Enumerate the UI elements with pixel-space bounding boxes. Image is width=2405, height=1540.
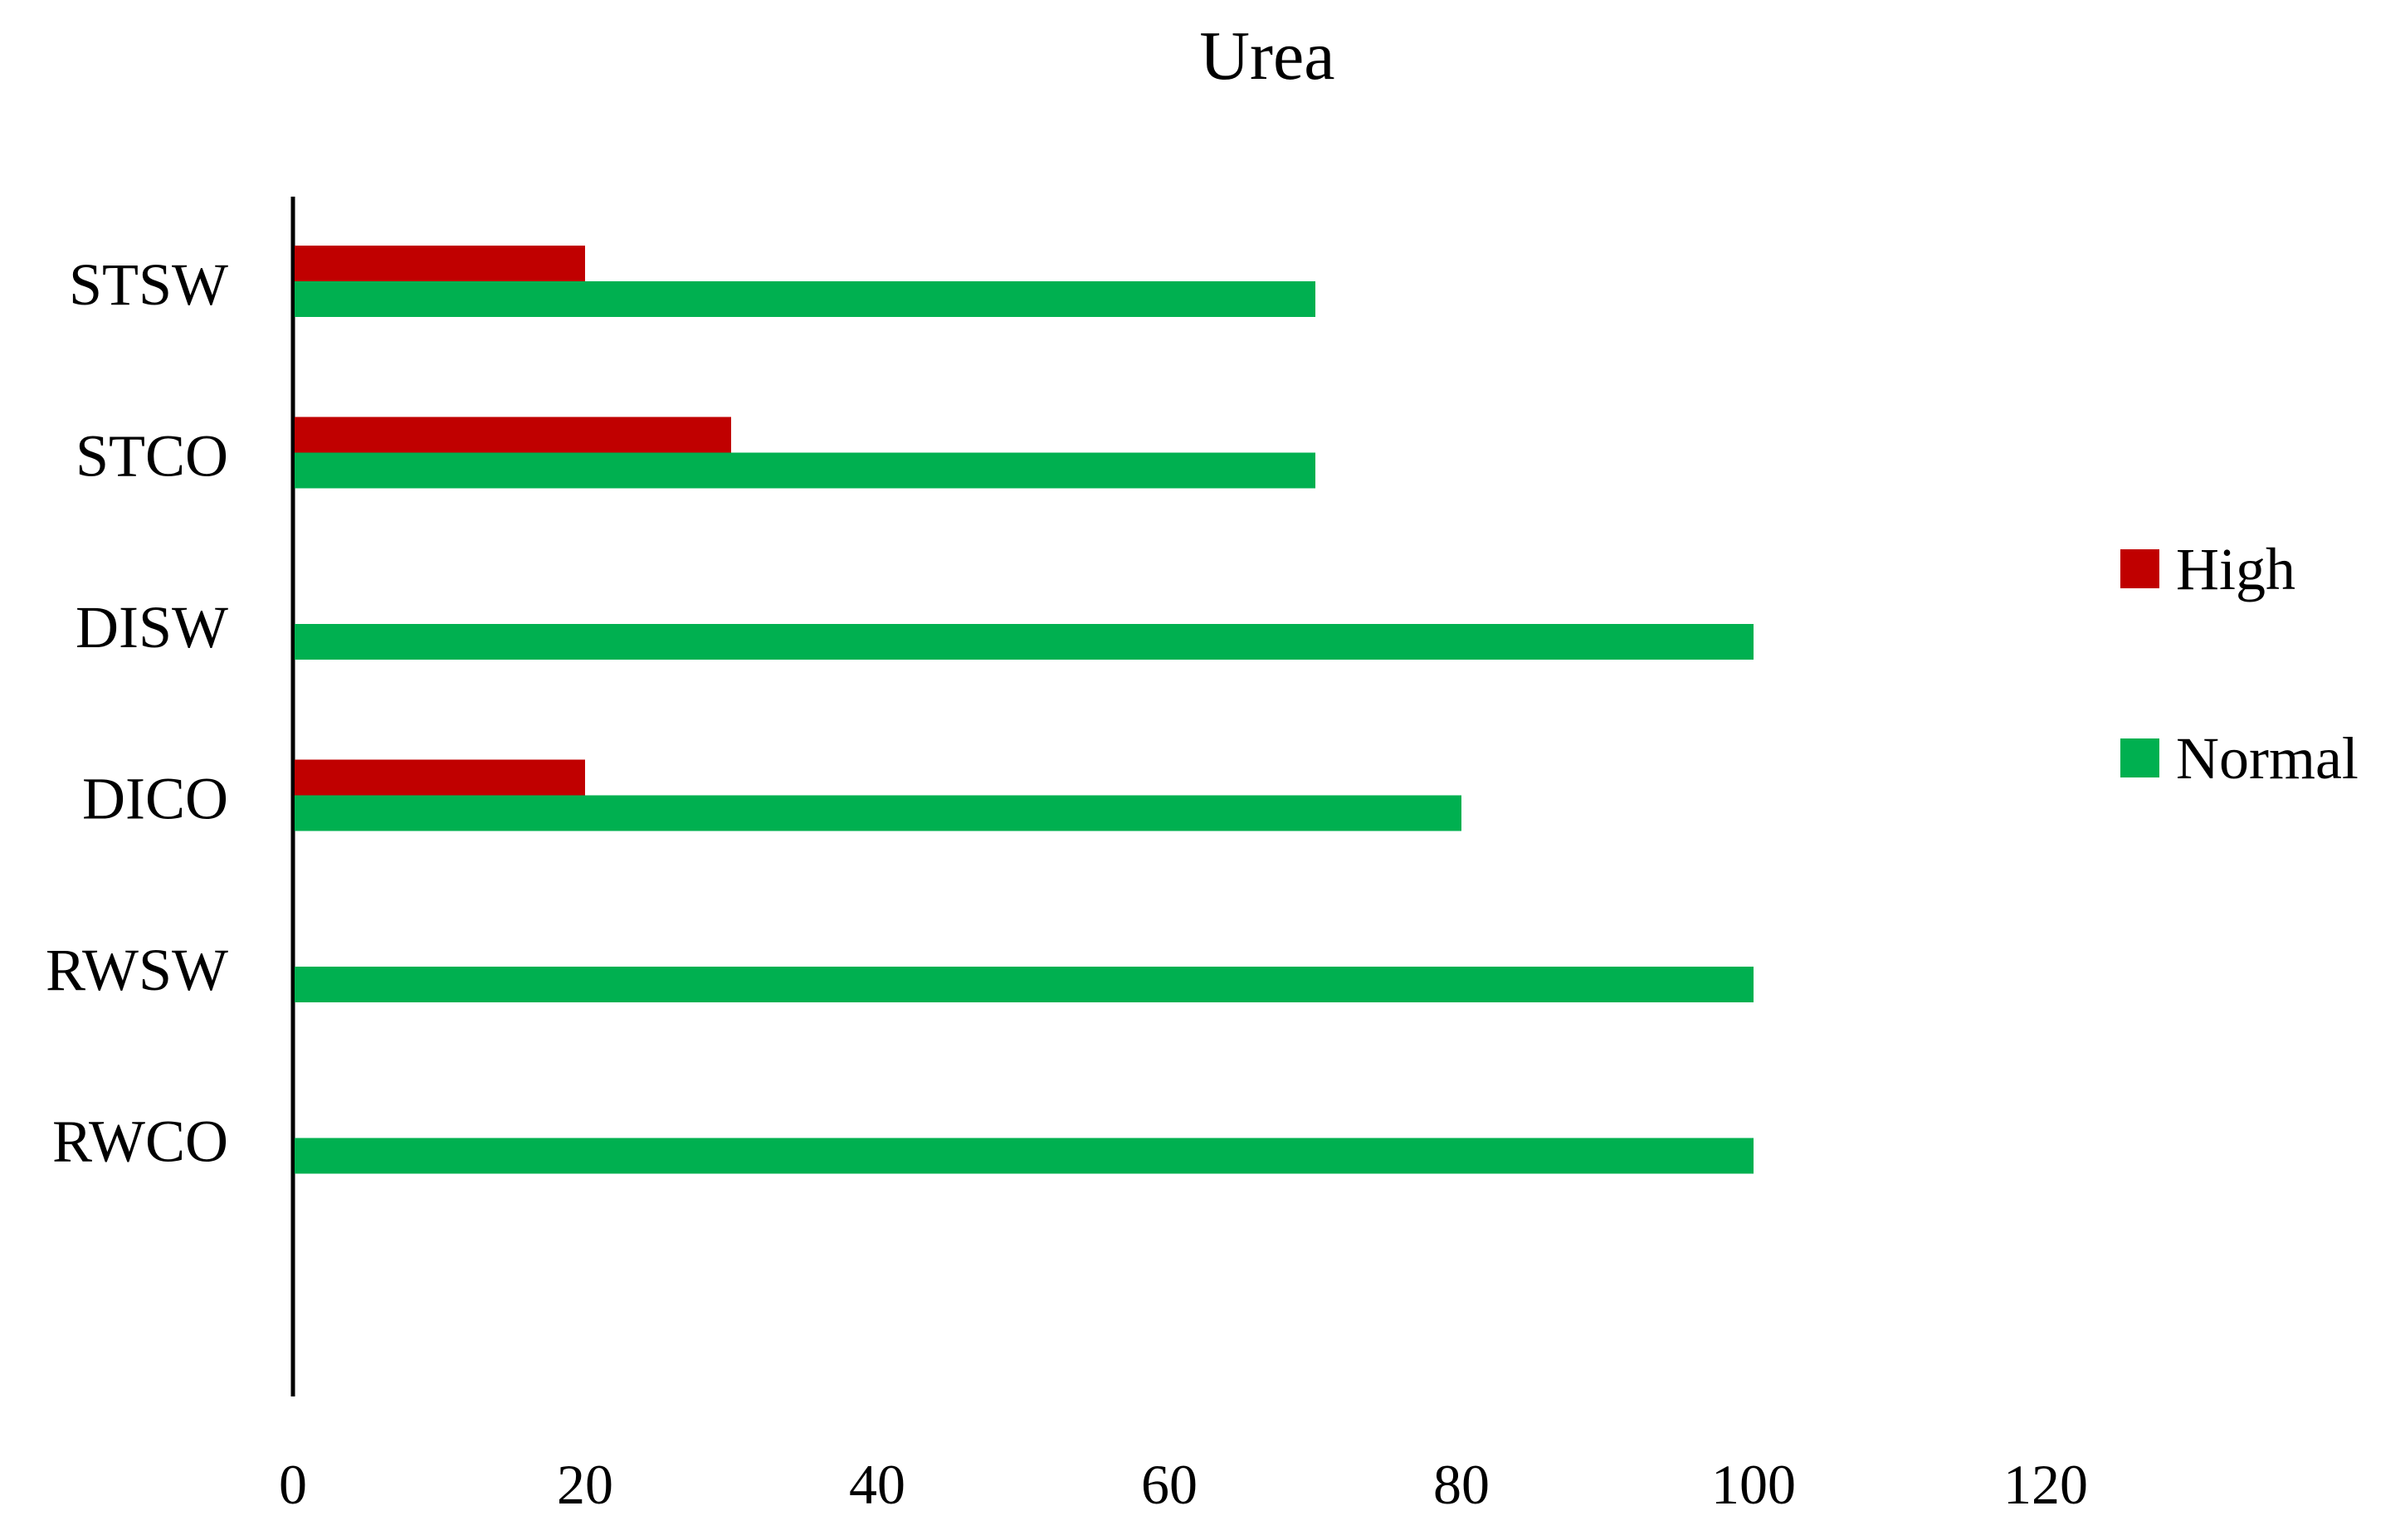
bar-normal-rwsw [295,967,1754,1002]
bar-normal-disw [295,624,1754,660]
bar-normal-stsw [295,281,1315,317]
category-label-dico: DICO [82,766,228,832]
category-label-stco: STCO [76,423,228,490]
bars-layer [295,246,1754,1174]
bar-normal-rwco [295,1138,1754,1174]
legend: High Normal [2120,536,2359,792]
category-label-rwco: RWCO [52,1109,228,1175]
bar-normal-stco [295,452,1315,489]
legend-label-normal: Normal [2176,725,2359,792]
x-tick-label-100: 100 [1711,1453,1796,1516]
x-tick-label-120: 120 [2003,1453,2088,1516]
x-tick-label-20: 20 [557,1453,613,1516]
chart-title: Urea [1199,17,1334,95]
legend-label-high: High [2176,536,2295,602]
category-labels: STSW STCO DISW DICO RWSW RWCO [46,251,228,1175]
category-label-stsw: STSW [69,251,228,318]
bar-normal-dico [295,795,1461,831]
category-label-rwsw: RWSW [46,937,228,1003]
legend-swatch-high [2120,549,2159,588]
x-tick-labels: 0 20 40 60 80 100 120 [279,1453,2088,1516]
bar-high-dico [295,759,585,796]
x-tick-label-60: 60 [1141,1453,1198,1516]
legend-swatch-normal [2120,738,2159,777]
bar-high-stco [295,417,731,453]
category-label-disw: DISW [76,594,228,660]
bar-high-stsw [295,246,585,281]
x-tick-label-80: 80 [1433,1453,1490,1516]
x-tick-label-0: 0 [279,1453,307,1516]
x-tick-label-40: 40 [849,1453,905,1516]
